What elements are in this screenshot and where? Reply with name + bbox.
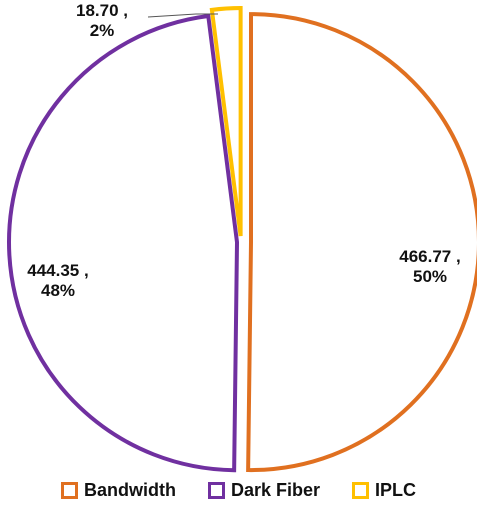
data-label-percent: 50% [413, 267, 447, 286]
data-label-value: 466.77 , [399, 247, 460, 266]
data-label-percent: 2% [90, 21, 115, 40]
legend-swatch-iplc [352, 482, 370, 499]
legend-item-iplc[interactable]: IPLC [352, 480, 416, 501]
leader-line-iplc [147, 13, 218, 18]
data-label-value: 18.70 , [76, 1, 128, 20]
pie-slice-bandwidth[interactable] [246, 12, 477, 473]
legend-item-dark-fiber[interactable]: Dark Fiber [207, 480, 321, 501]
legend-swatch-dark-fiber [207, 482, 225, 499]
legend-swatch-bandwidth [60, 482, 78, 499]
data-label-dark-fiber: 444.35 , 48% [27, 261, 88, 300]
pie-slice-iplc[interactable] [209, 6, 243, 237]
legend-label-iplc: IPLC [375, 480, 417, 500]
data-label-value: 444.35 , [27, 261, 88, 280]
legend-item-bandwidth[interactable]: Bandwidth [60, 480, 176, 501]
data-label-iplc: 18.70 , 2% [76, 1, 128, 40]
labels-layer: 466.77 , 50% 444.35 , 48% 18.70 , 2% [27, 1, 460, 300]
legend-label-dark-fiber: Dark Fiber [230, 480, 321, 500]
pie-slice-dark-fiber[interactable] [7, 13, 240, 473]
leader-layer [147, 13, 218, 18]
legend-label-bandwidth: Bandwidth [83, 480, 176, 500]
data-label-bandwidth: 466.77 , 50% [399, 247, 460, 286]
slices-layer [7, 6, 477, 473]
legend: Bandwidth Dark Fiber IPLC [0, 480, 477, 501]
data-label-percent: 48% [41, 281, 75, 300]
